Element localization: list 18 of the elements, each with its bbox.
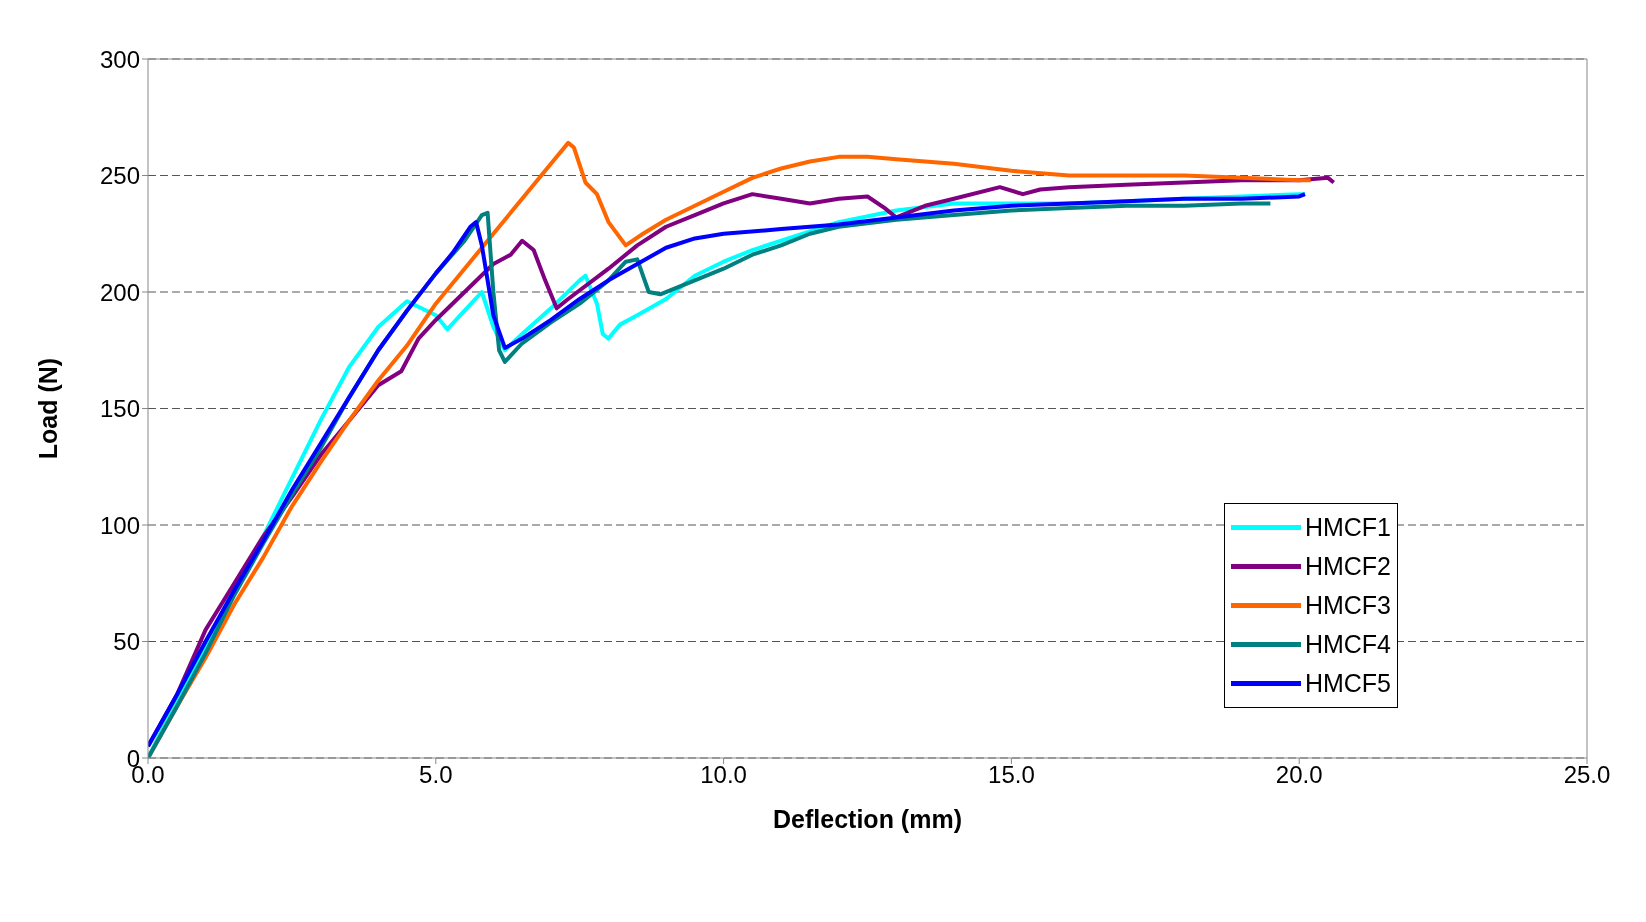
y-tick-label: 250 <box>99 162 140 190</box>
x-tick-label: 25.0 <box>1563 761 1611 789</box>
x-axis-title: Deflection (mm) <box>773 805 962 833</box>
y-tick-label: 50 <box>113 628 140 656</box>
x-tick-label: 5.0 <box>419 761 453 789</box>
y-tick-label: 100 <box>99 511 140 539</box>
y-tick-label: 200 <box>99 278 140 306</box>
legend-label: HMCF1 <box>1304 513 1391 542</box>
legend-label: HMCF4 <box>1304 630 1391 659</box>
y-tick-label: 150 <box>99 395 140 423</box>
x-tick-label: 10.0 <box>700 761 747 789</box>
legend-label: HMCF5 <box>1304 669 1391 698</box>
x-tick-label: 20.0 <box>1275 761 1323 789</box>
y-tick-label: 300 <box>99 45 140 73</box>
legend-label: HMCF2 <box>1304 552 1391 581</box>
x-tick-label: 15.0 <box>988 761 1035 789</box>
y-axis-title: Load (N) <box>33 357 62 460</box>
legend-label: HMCF3 <box>1304 591 1391 620</box>
